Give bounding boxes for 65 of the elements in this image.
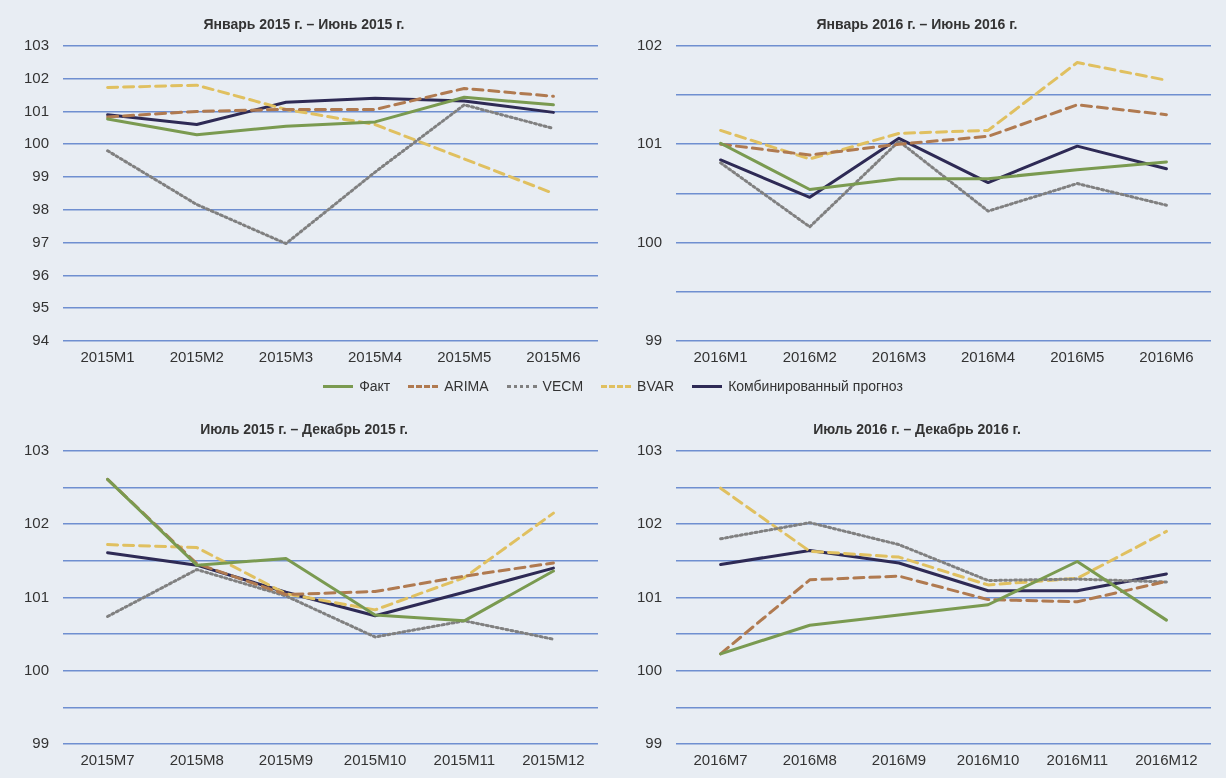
line-series <box>106 568 555 641</box>
x-tick-label: 2016M4 <box>960 348 1016 366</box>
x-tick-label: 2015M9 <box>258 751 314 769</box>
y-tick-label: 100 <box>24 134 50 152</box>
y-tick-label: 94 <box>32 331 50 349</box>
x-tick-label: 2015M11 <box>433 751 495 769</box>
x-tick-label: 2015M12 <box>522 751 585 769</box>
x-tick-label: 2016M9 <box>871 751 927 769</box>
line-series <box>719 139 1168 229</box>
x-tick-label: 2016M2 <box>782 348 837 366</box>
x-tick-label: 2015M5 <box>437 348 492 366</box>
x-tick-label: 2016M8 <box>782 751 837 769</box>
y-tick-label: 99 <box>32 167 50 185</box>
x-tick-label: 2016M12 <box>1135 751 1198 769</box>
chart-title: Июль 2015 г. – Декабрь 2015 г. <box>200 421 408 438</box>
y-tick-label: 99 <box>32 734 50 752</box>
y-tick-label: 97 <box>32 232 50 250</box>
y-tick-label: 95 <box>32 298 50 316</box>
line-series <box>106 511 555 612</box>
legend-label: Факт <box>359 378 391 394</box>
y-tick-label: 101 <box>637 587 663 605</box>
x-tick-label: 2016M6 <box>1139 348 1194 366</box>
line-series <box>719 486 1168 587</box>
x-tick-label: 2015M2 <box>169 348 224 366</box>
chart-title: Январь 2015 г. – Июнь 2015 г. <box>203 16 405 33</box>
y-tick-label: 98 <box>32 199 50 217</box>
y-tick-label: 99 <box>645 331 663 349</box>
x-tick-label: 2015M7 <box>80 751 135 769</box>
y-tick-label: 96 <box>32 265 50 283</box>
y-tick-label: 102 <box>637 35 663 53</box>
y-tick-label: 101 <box>24 101 50 119</box>
x-tick-label: 2015M1 <box>80 348 135 366</box>
x-tick-label: 2015M8 <box>169 751 224 769</box>
x-tick-label: 2016M1 <box>693 348 748 366</box>
chart-title: Январь 2016 г. – Июнь 2016 г. <box>816 16 1018 33</box>
chart-title: Июль 2016 г. – Декабрь 2016 г. <box>813 421 1021 438</box>
line-series <box>719 103 1168 157</box>
y-tick-label: 103 <box>24 35 50 53</box>
x-tick-label: 2016M3 <box>871 348 927 366</box>
x-tick-label: 2016M7 <box>693 751 748 769</box>
y-tick-label: 100 <box>637 232 663 250</box>
x-tick-label: 2016M5 <box>1050 348 1105 366</box>
line-series <box>719 521 1168 584</box>
line-series <box>106 103 555 246</box>
y-tick-label: 102 <box>637 514 663 532</box>
legend-label: VECM <box>542 378 584 394</box>
legend-label: Комбинированный прогноз <box>728 378 903 394</box>
y-tick-label: 103 <box>637 440 663 458</box>
x-tick-label: 2015M6 <box>526 348 581 366</box>
legend-label: ARIMA <box>444 378 489 394</box>
y-tick-label: 101 <box>24 587 50 605</box>
x-tick-label: 2016M11 <box>1046 751 1108 769</box>
y-tick-label: 102 <box>24 68 50 86</box>
y-tick-label: 99 <box>645 734 663 752</box>
line-series <box>106 86 555 119</box>
legend-label: BVAR <box>637 378 675 394</box>
y-tick-label: 100 <box>637 660 663 678</box>
x-tick-label: 2016M10 <box>956 751 1020 769</box>
x-tick-label: 2015M4 <box>347 348 403 366</box>
y-tick-label: 103 <box>24 440 50 458</box>
y-tick-label: 101 <box>637 134 663 152</box>
y-tick-label: 100 <box>24 660 50 678</box>
x-tick-label: 2015M10 <box>343 751 407 769</box>
y-tick-label: 102 <box>24 514 50 532</box>
x-tick-label: 2015M3 <box>258 348 314 366</box>
